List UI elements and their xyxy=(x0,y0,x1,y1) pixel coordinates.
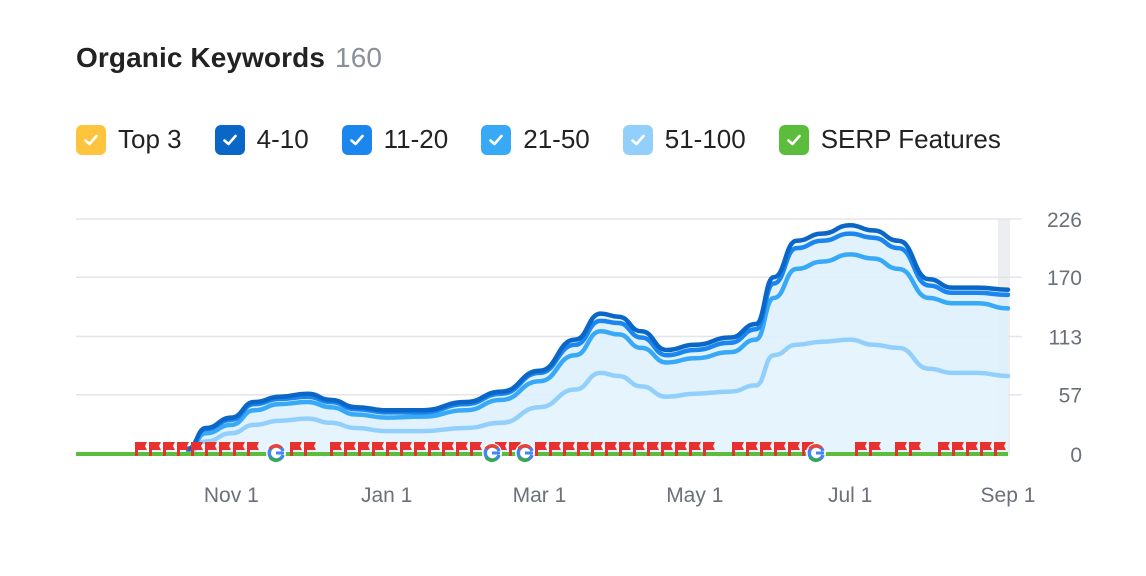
checkbox-checked-icon[interactable] xyxy=(214,124,245,155)
x-tick-label: May 1 xyxy=(666,484,723,507)
serp-flag-icon xyxy=(428,442,440,456)
legend-item-51-100[interactable]: 51-100 xyxy=(622,124,746,155)
serp-flag-icon xyxy=(372,442,384,456)
serp-flag-icon xyxy=(994,442,1006,456)
serp-flag-icon xyxy=(909,442,921,456)
series-line-11-20 xyxy=(185,231,1011,452)
serp-flag-icon xyxy=(149,442,161,456)
serp-flag-icon xyxy=(470,442,482,456)
title-text: Organic Keywords xyxy=(76,42,326,73)
checkbox-checked-icon[interactable] xyxy=(481,124,512,155)
x-tick-label: Nov 1 xyxy=(204,484,259,507)
serp-flag-icon xyxy=(703,442,715,456)
legend-item-top-3[interactable]: Top 3 xyxy=(76,124,182,155)
series-line-4-10 xyxy=(185,222,1011,452)
serp-flag-icon xyxy=(746,442,758,456)
x-tick-label: Mar 1 xyxy=(513,484,567,507)
x-tick-label: Jul 1 xyxy=(828,484,872,507)
serp-flag-icon xyxy=(938,442,950,456)
keyword-count: 160 xyxy=(335,42,383,73)
checkbox-checked-icon[interactable] xyxy=(76,124,106,155)
checkbox-checked-icon[interactable] xyxy=(778,124,809,155)
serp-flag-icon xyxy=(247,442,259,456)
serp-flag-icon xyxy=(591,442,603,456)
serp-flag-icon xyxy=(966,442,978,456)
serp-flag-icon xyxy=(563,442,575,456)
serp-flag-icon xyxy=(760,442,772,456)
serp-flag-icon xyxy=(633,442,645,456)
serp-flag-icon xyxy=(788,442,800,456)
serp-flag-icon xyxy=(661,442,673,456)
legend-label: 21-50 xyxy=(523,124,590,154)
serp-flag-icon xyxy=(177,442,189,456)
serp-flag-icon xyxy=(191,442,203,456)
google-update-icon xyxy=(806,443,826,463)
serp-flag-icon xyxy=(647,442,659,456)
series-line-51-100 xyxy=(185,337,1011,455)
google-update-icon xyxy=(266,443,286,463)
y-tick-label: 0 xyxy=(1070,444,1082,467)
serp-flag-icon xyxy=(414,442,426,456)
chart-title: Organic Keywords 160 xyxy=(76,42,382,74)
legend-label: Top 3 xyxy=(118,124,182,154)
serp-flag-icon xyxy=(774,442,786,456)
serp-flag-icon xyxy=(689,442,701,456)
legend-label: 51-100 xyxy=(664,124,746,154)
serp-flag-icon xyxy=(605,442,617,456)
serp-flag-icon xyxy=(549,442,561,456)
y-tick-label: 113 xyxy=(1049,327,1082,350)
y-tick-label: 226 xyxy=(1047,209,1082,232)
serp-flag-icon xyxy=(732,442,744,456)
serp-flag-icon xyxy=(219,442,231,456)
legend-item-21-50[interactable]: 21-50 xyxy=(481,124,590,155)
checkbox-checked-icon[interactable] xyxy=(622,124,653,155)
x-tick-label: Sep 1 xyxy=(981,484,1036,507)
legend-label: SERP Features xyxy=(820,124,1001,154)
serp-flag-icon xyxy=(358,442,370,456)
serp-flag-icon xyxy=(400,442,412,456)
x-tick-label: Jan 1 xyxy=(361,484,412,507)
serp-flag-icon xyxy=(535,442,547,456)
serp-flag-icon xyxy=(344,442,356,456)
serp-flag-icon xyxy=(304,442,316,456)
serp-flag-icon xyxy=(205,442,217,456)
serp-flag-icon xyxy=(233,442,245,456)
legend: Top 3 4-10 11-20 21-50 51-100 SERP Features xyxy=(76,124,1034,155)
serp-flag-icon xyxy=(869,442,881,456)
google-update-icon xyxy=(515,443,535,463)
serp-flag-icon xyxy=(456,442,468,456)
serp-flag-icon xyxy=(619,442,631,456)
legend-item-serp-features[interactable]: SERP Features xyxy=(778,124,1001,155)
serp-flag-icon xyxy=(135,442,147,456)
serp-flag-icon xyxy=(980,442,992,456)
checkbox-checked-icon[interactable] xyxy=(341,124,372,155)
serp-flag-icon xyxy=(855,442,867,456)
legend-item-11-20[interactable]: 11-20 xyxy=(341,124,449,155)
legend-label: 4-10 xyxy=(256,124,309,154)
series-line-21-50 xyxy=(185,252,1011,454)
serp-flag-icon xyxy=(330,442,342,456)
google-update-icon xyxy=(482,443,502,463)
serp-flag-icon xyxy=(386,442,398,456)
serp-flag-icon xyxy=(163,442,175,456)
serp-flag-icon xyxy=(952,442,964,456)
serp-flag-icon xyxy=(577,442,589,456)
y-tick-label: 57 xyxy=(1059,385,1082,408)
area-51-100 xyxy=(188,339,1008,454)
legend-item-4-10[interactable]: 4-10 xyxy=(214,124,309,155)
serp-flag-icon xyxy=(675,442,687,456)
serp-flag-icon xyxy=(290,442,302,456)
serp-flag-icon xyxy=(442,442,454,456)
legend-label: 11-20 xyxy=(383,124,449,154)
y-tick-label: 170 xyxy=(1047,267,1082,290)
serp-flag-icon xyxy=(895,442,907,456)
